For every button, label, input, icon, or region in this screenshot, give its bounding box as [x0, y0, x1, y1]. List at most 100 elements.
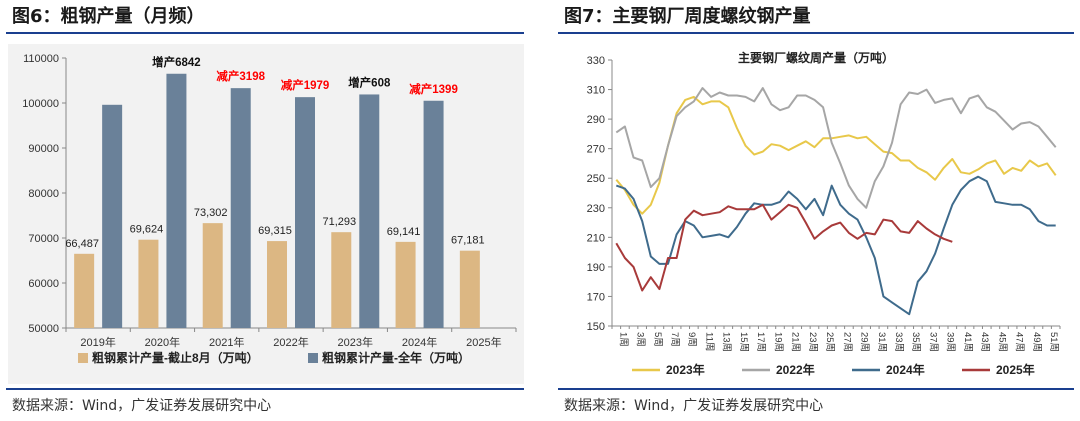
legend-label-ytd: 粗钢累计产量-截止8月（万吨） [92, 350, 259, 365]
rebar-chart-area: 主要钢厂螺纹周产量（万吨） 150 170 190 210 230 250 270 290 310… [560, 44, 1076, 384]
x-tick-label: 9周 [686, 332, 697, 347]
y-tick-label: 210 [587, 232, 605, 244]
x-tick-label: 7周 [669, 332, 680, 347]
x-tick-label: 27周 [841, 332, 852, 352]
bar-annotation: 增产6842 [152, 55, 201, 69]
y-tick-label: 330 [587, 55, 605, 67]
rebar-weekly-line-chart: 主要钢厂螺纹周产量（万吨） 150 170 190 210 230 250 270 290 310… [587, 50, 1061, 377]
y-tick-label: 70000 [28, 233, 59, 245]
series-line-2023年 [615, 95, 1057, 215]
bar-ytd-2022年 [267, 241, 287, 328]
bar-annotation: 增产608 [348, 75, 391, 89]
x-tick-label: 13周 [721, 332, 732, 352]
bar-ytd-label: 73,302 [194, 207, 228, 219]
x-tick-label: 33周 [893, 332, 904, 352]
figure-7-source: 数据来源：Wind，广发证券发展研究中心 [564, 398, 824, 414]
bar-ytd-2023年 [331, 232, 352, 328]
x-tick-label: 29周 [859, 332, 870, 352]
legend-label-2025年: 2025年 [996, 362, 1035, 377]
bar-ytd-2020年 [138, 239, 159, 328]
bar-full-2019年 [102, 104, 123, 328]
x-tick-label: 39周 [945, 332, 956, 352]
x-tick-label: 37周 [927, 332, 938, 352]
x-tick-label: 2020年 [145, 335, 180, 349]
y-tick-label: 190 [587, 262, 605, 274]
crude-steel-bar-chart: 50000 60000 70000 80000 90000 100000 110000 66,… [22, 53, 517, 365]
x-tick-label: 25周 [824, 332, 835, 352]
legend-label-2023年: 2023年 [666, 362, 705, 377]
x-tick-label: 23周 [807, 332, 818, 352]
bar-annotation: 减产1399 [409, 82, 458, 96]
figure-6-panel: 图6：粗钢产量（月频） 50000 60000 70000 80000 90000 100… [0, 0, 530, 421]
y-tick-label: 150 [587, 321, 605, 333]
figure-7-title: 图7：主要钢厂周度螺纹钢产量 [564, 6, 811, 27]
bar-ytd-label: 71,293 [322, 216, 356, 228]
chart-title: 主要钢厂螺纹周产量（万吨） [738, 50, 894, 65]
figure-6-title: 图6：粗钢产量（月频） [12, 6, 205, 27]
x-tick-label: 2024年 [402, 335, 437, 349]
y-tick-label: 60000 [28, 278, 59, 290]
series-line-2025年 [615, 203, 953, 292]
x-tick-label: 41周 [962, 332, 973, 352]
y-tick-label: 250 [587, 173, 605, 185]
y-tick-label: 170 [587, 291, 605, 303]
bar-full-2021年 [230, 88, 251, 329]
x-tick-label: 45周 [996, 332, 1007, 352]
bar-full-2022年 [295, 97, 315, 329]
y-tick-label: 310 [587, 85, 605, 97]
bar-full-2020年 [166, 73, 187, 328]
x-tick-label: 15周 [738, 332, 749, 352]
legend-label-2022年: 2022年 [776, 362, 815, 377]
y-tick-label: 50000 [28, 323, 59, 335]
title-rule [6, 32, 524, 34]
x-tick-label: 47周 [1014, 332, 1025, 352]
legend-swatch-full [308, 353, 318, 363]
legend-label-full: 粗钢累计产量-全年（万吨） [322, 350, 470, 365]
source-rule [6, 388, 524, 390]
bar-ytd-2024年 [395, 241, 416, 328]
x-tick-label: 1周 [617, 332, 628, 347]
x-tick-label: 2022年 [273, 335, 308, 349]
y-tick-label: 90000 [28, 143, 59, 155]
x-tick-label: 2023年 [338, 335, 373, 349]
title-rule [558, 32, 1074, 34]
legend-label-2024年: 2024年 [886, 362, 925, 377]
bar-ytd-label: 69,624 [130, 224, 164, 236]
x-tick-label: 31周 [876, 332, 887, 352]
x-tick-label: 43周 [979, 332, 990, 352]
y-tick-label: 80000 [28, 188, 59, 200]
bar-ytd-label: 67,181 [451, 235, 485, 247]
y-tick-label: 230 [587, 203, 605, 215]
x-tick-label: 11周 [703, 332, 714, 351]
bar-annotation: 减产1979 [281, 78, 330, 92]
y-tick-label: 100000 [22, 98, 59, 110]
crude-steel-chart-area: 50000 60000 70000 80000 90000 100000 110000 66,… [8, 44, 524, 384]
x-tick-label: 5周 [652, 332, 663, 347]
bar-ytd-2025年 [459, 250, 480, 328]
source-rule [558, 388, 1074, 390]
bar-ytd-label: 69,315 [258, 225, 292, 237]
figure-6-source: 数据来源：Wind，广发证券发展研究中心 [12, 398, 272, 414]
x-tick-label: 49周 [1031, 332, 1042, 352]
x-tick-label: 2025年 [466, 335, 501, 349]
x-tick-label: 35周 [910, 332, 921, 352]
bar-full-2023年 [359, 94, 380, 328]
x-tick-label: 51周 [1048, 332, 1059, 352]
y-tick-label: 110000 [23, 53, 59, 65]
x-tick-label: 17周 [755, 332, 766, 352]
x-tick-label: 2021年 [209, 335, 244, 349]
bar-annotation: 减产3198 [216, 69, 265, 83]
legend-swatch-ytd [78, 353, 88, 363]
x-tick-label: 21周 [790, 332, 801, 352]
series-line-2022年 [615, 87, 1057, 209]
y-tick-label: 270 [587, 144, 605, 156]
x-tick-label: 19周 [772, 332, 783, 352]
bar-ytd-2021年 [202, 223, 223, 328]
figure-7-panel: 图7：主要钢厂周度螺纹钢产量 主要钢厂螺纹周产量（万吨） 150 170 190 210… [552, 0, 1080, 421]
bar-ytd-label: 66,487 [65, 238, 99, 250]
series-line-2024年 [615, 175, 1056, 316]
y-tick-label: 290 [587, 114, 605, 126]
bar-full-2024年 [423, 100, 444, 328]
x-tick-label: 2019年 [80, 335, 115, 349]
bar-ytd-2019年 [74, 253, 95, 328]
